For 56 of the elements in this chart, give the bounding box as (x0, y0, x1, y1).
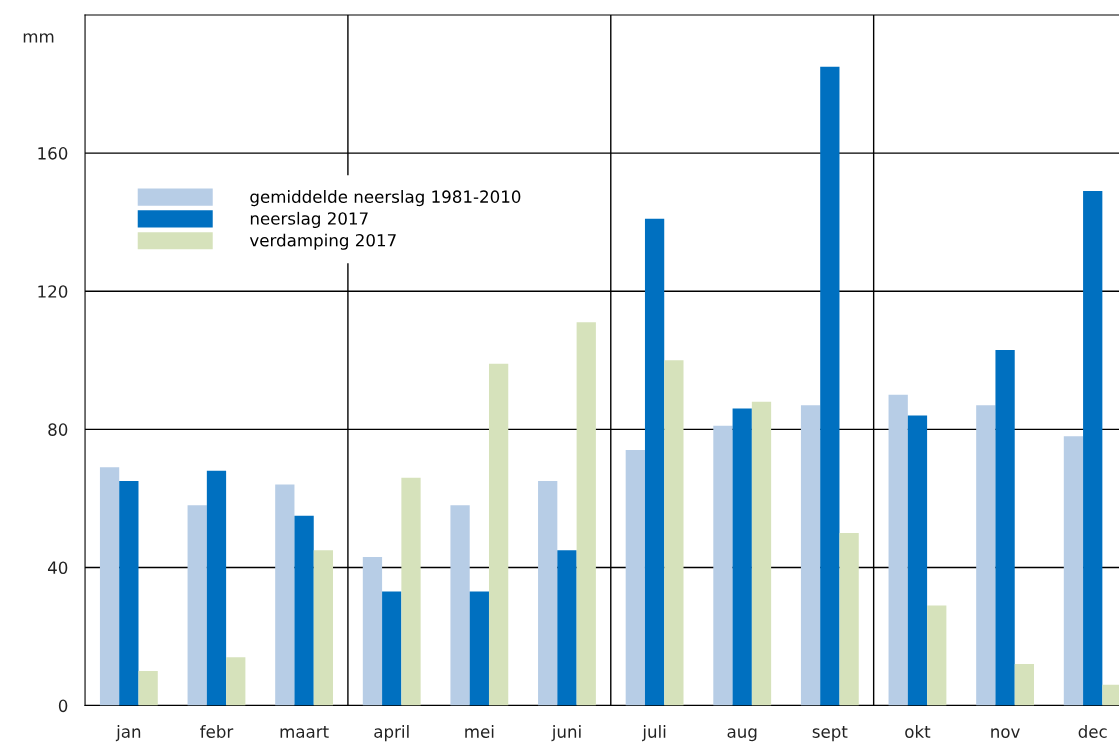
bar (187, 505, 207, 706)
bar (907, 415, 928, 706)
bar (625, 450, 645, 706)
legend-label: gemiddelde neerslag 1981-2010 (250, 190, 521, 207)
bar (488, 363, 509, 706)
x-tick-label: maart (280, 725, 329, 738)
x-tick-label: juli (642, 725, 666, 742)
x-tick-label: juni (551, 725, 581, 742)
x-tick-label: aug (727, 728, 757, 742)
x-tick-label: okt (905, 725, 931, 738)
bar (1063, 436, 1084, 706)
bar (839, 532, 859, 706)
bar (888, 394, 908, 706)
bar (450, 505, 470, 706)
bar (800, 405, 821, 706)
y-tick-label: 40 (47, 561, 68, 575)
bar (1083, 191, 1103, 706)
bar (294, 515, 314, 706)
x-tick-label: nov (991, 728, 1020, 738)
legend-label: verdamping 2017 (249, 233, 396, 250)
bar (206, 470, 227, 706)
y-tick-label: 0 (58, 699, 68, 713)
bar (557, 550, 577, 706)
bar (732, 408, 752, 706)
x-tick-label: mei (465, 725, 494, 738)
bar (538, 481, 558, 706)
bar (976, 405, 996, 706)
bar (644, 218, 665, 706)
x-tick-label: febr (200, 725, 234, 738)
bar (751, 401, 772, 706)
bar (382, 591, 402, 706)
bar (995, 349, 1015, 706)
x-tick-label: jan (115, 725, 141, 742)
y-tick-label: 160 (38, 147, 68, 160)
bar (576, 322, 596, 706)
x-tick-label: dec (1078, 725, 1107, 738)
bar (401, 477, 421, 706)
bar (313, 550, 334, 706)
bar (138, 671, 158, 706)
legend-label: neerslag 2017 (250, 211, 368, 229)
bar (99, 467, 120, 706)
bar (927, 605, 947, 706)
bar (469, 591, 489, 706)
bar (664, 360, 684, 706)
y-tick-label: 120 (38, 285, 68, 298)
y-axis-title: mm (23, 33, 54, 43)
bar (820, 66, 840, 706)
x-tick-label: april (374, 725, 409, 742)
bar (362, 557, 383, 706)
bar (713, 425, 733, 706)
bar (275, 484, 295, 706)
bar (226, 657, 246, 706)
x-tick-label: sept (812, 725, 848, 742)
bar (1014, 664, 1035, 706)
bar (119, 481, 139, 706)
y-tick-label: 80 (48, 423, 68, 436)
